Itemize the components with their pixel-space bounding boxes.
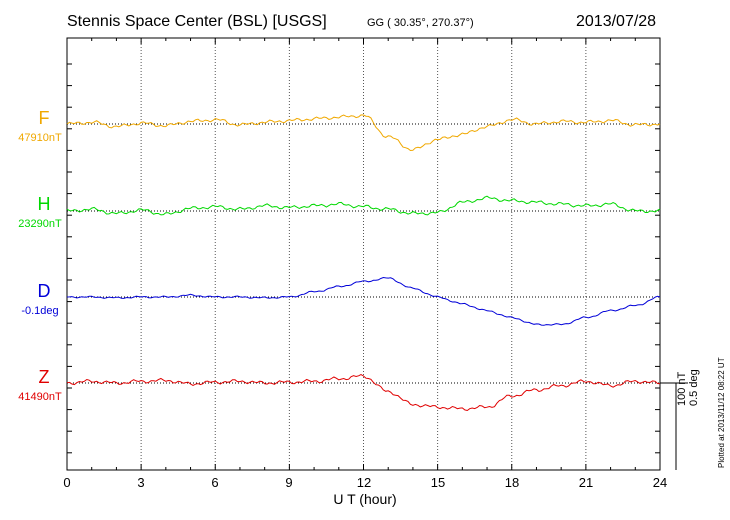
x-tick-label: 0 [63,475,71,490]
baseline-label-h: 23290nT [18,218,62,230]
x-tick-label: 24 [652,475,668,490]
series-line-d [66,276,661,326]
date-label: 2013/07/28 [576,13,657,30]
x-tick-label: 9 [285,475,293,490]
baseline-label-f: 47910nT [18,132,62,144]
series-lines [66,114,661,412]
scale-deg-label: 0.5 deg [688,369,700,406]
coordinates-label: GG ( 30.35°, 270.37°) [367,17,474,29]
series-label-h: H [37,194,51,214]
x-tick-label: 3 [137,475,145,490]
scale-bar [660,382,688,470]
x-tick-label: 6 [211,475,219,490]
series-label-d: D [37,281,51,301]
station-title: Stennis Space Center (BSL) [USGS] [67,13,327,30]
x-tick-label: 12 [356,475,372,490]
x-tick-label: 21 [578,475,594,490]
grid [140,38,587,470]
series-line-z [66,374,661,412]
baseline-label-d: -0.1deg [21,305,59,317]
plotted-timestamp: Plotted at 2013/11/12 08:22 UT [717,357,726,468]
series-line-f [66,114,661,152]
scale-nt-label: 100 nT [676,371,688,406]
series-label-z: Z [38,367,50,387]
tick-marks [66,38,661,470]
baseline-label-z: 41490nT [18,391,62,403]
x-axis-label: U T (hour) [333,491,397,507]
x-tick-label: 18 [504,475,520,490]
series-label-f: F [38,108,50,128]
series-line-h [66,195,661,216]
x-tick-label: 15 [430,475,446,490]
